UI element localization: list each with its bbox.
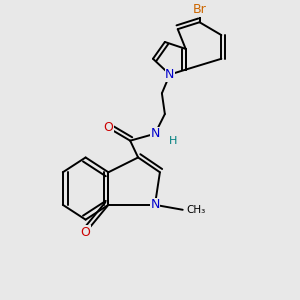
Text: H: H — [169, 136, 177, 146]
Text: Br: Br — [193, 3, 206, 16]
Text: CH₃: CH₃ — [187, 205, 206, 215]
Text: O: O — [81, 226, 91, 239]
Text: N: N — [165, 68, 175, 81]
Text: N: N — [150, 198, 160, 211]
Text: N: N — [150, 127, 160, 140]
Text: O: O — [103, 122, 113, 134]
